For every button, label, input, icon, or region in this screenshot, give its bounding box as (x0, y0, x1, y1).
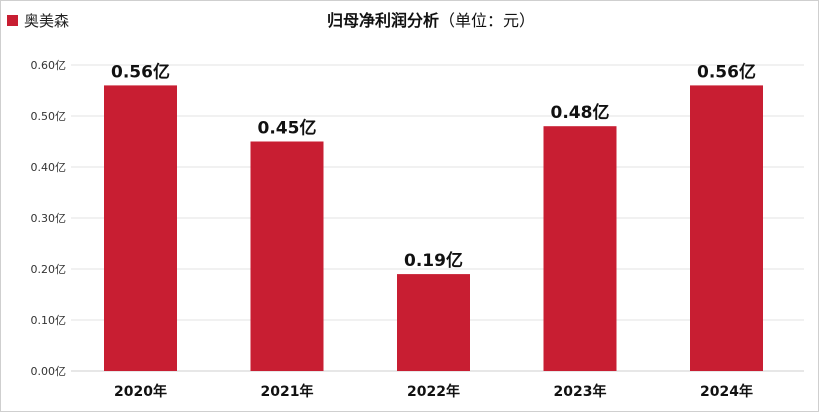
y-tick-label: 0.10亿 (31, 314, 67, 327)
y-tick-label: 0.60亿 (31, 59, 67, 72)
plot-area: 0.00亿 0.10亿 0.20亿 0.30亿 0.40亿 0.50亿 0.60亿 0.56亿… (31, 59, 804, 400)
bar (250, 141, 324, 371)
data-label: 0.19亿 (404, 250, 463, 271)
y-tick-label: 0.00亿 (31, 365, 67, 378)
data-label: 0.48亿 (551, 102, 610, 123)
bar (690, 85, 763, 372)
data-label: 0.56亿 (111, 61, 170, 82)
legend: 奥美森 (7, 12, 69, 30)
chart-title-unit: （单位：元） (439, 11, 535, 30)
legend-swatch (7, 15, 18, 26)
bar (397, 274, 470, 371)
x-tick-label: 2021年 (261, 383, 314, 400)
x-tick-label: 2023年 (554, 383, 607, 400)
data-label: 0.56亿 (697, 61, 756, 82)
legend-label: 奥美森 (24, 12, 69, 30)
bar (104, 85, 177, 372)
data-label: 0.45亿 (258, 118, 317, 139)
chart-title-main: 归母净利润分析 (327, 11, 439, 30)
x-tick-label: 2024年 (700, 383, 753, 400)
y-tick-label: 0.40亿 (31, 161, 67, 174)
y-tick-label: 0.30亿 (31, 212, 67, 225)
x-tick-label: 2022年 (407, 383, 460, 400)
chart-title: 归母净利润分析（单位：元） (327, 11, 535, 30)
y-tick-label: 0.20亿 (31, 263, 67, 276)
x-tick-label: 2020年 (114, 383, 167, 400)
bar (543, 126, 617, 371)
y-tick-label: 0.50亿 (31, 110, 67, 123)
